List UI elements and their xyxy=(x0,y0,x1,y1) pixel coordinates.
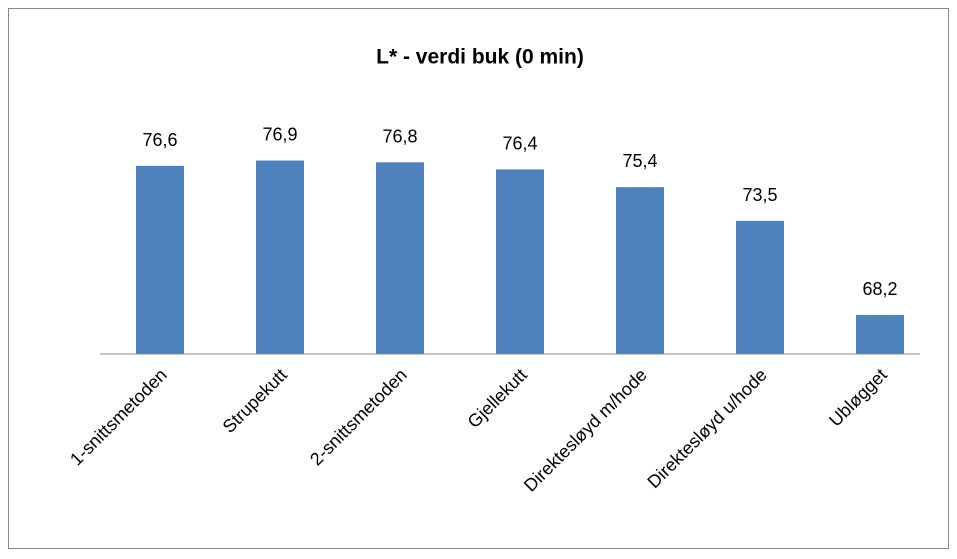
data-label: 76,4 xyxy=(502,133,537,153)
chart-title: L* - verdi buk (0 min) xyxy=(376,46,584,69)
data-label: 76,6 xyxy=(142,130,177,150)
bar xyxy=(616,187,664,354)
data-label: 73,5 xyxy=(742,185,777,205)
data-label: 76,8 xyxy=(382,126,417,146)
data-label: 68,2 xyxy=(862,279,897,299)
bar xyxy=(736,220,784,354)
bar xyxy=(256,160,304,354)
bar xyxy=(376,162,424,354)
bar xyxy=(136,165,184,354)
data-label: 76,9 xyxy=(262,125,297,145)
data-label: 75,4 xyxy=(622,151,657,171)
bar xyxy=(496,169,544,354)
bar xyxy=(856,314,904,354)
